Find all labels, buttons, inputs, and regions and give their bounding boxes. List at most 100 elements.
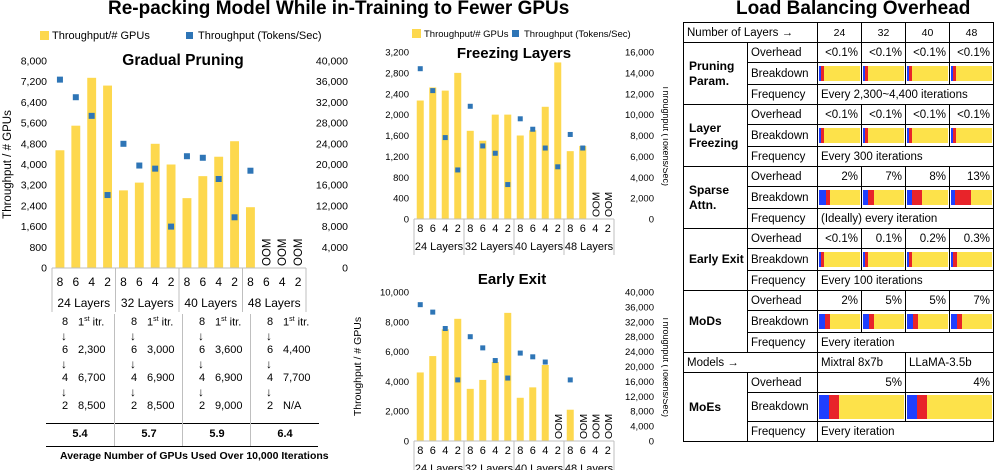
technique-name: Pruning Param. <box>683 42 748 105</box>
breakdown-bar <box>907 190 948 205</box>
left-title: Re-packing Model While in-Training to Fe… <box>108 0 570 19</box>
y-tick-label: 2,800 <box>385 68 409 79</box>
overhead-value: 4% <box>905 372 994 393</box>
breakdown-bar <box>951 66 992 81</box>
load-balancing-table: Number of Layers → 24 32 40 48 Pruning Param.… <box>683 22 994 442</box>
gpu-table-column: 8 1st itr. ↓ 6 4,400 ↓ 4 7,700 ↓ 2 N/A 6.4 <box>250 314 319 446</box>
oom-label: OOM <box>553 414 565 439</box>
data-point <box>199 154 206 161</box>
data-point <box>455 167 461 173</box>
bar <box>150 143 160 268</box>
breakdown-bar <box>819 128 860 143</box>
y2-tick-label: 4,000 <box>630 173 654 184</box>
overhead-value: 8% <box>905 166 950 187</box>
average-gpus: 6.4 <box>277 428 293 440</box>
breakdown-cell <box>905 310 950 333</box>
breakdown-cell <box>905 124 950 147</box>
breakdown-cell <box>861 62 906 85</box>
x-tick-label: 8 <box>184 275 191 289</box>
frequency-label: Frequency <box>747 332 818 353</box>
overhead-value: <0.1% <box>905 42 950 63</box>
freezing-layers-chart: Freezing Layers 0 400 800 1,200 1,600 2,000 2,4… <box>385 29 668 255</box>
x-tick-label: 8 <box>467 445 473 457</box>
x-tick-label: 8 <box>417 223 423 235</box>
breakdown-bar <box>819 395 904 419</box>
bar <box>466 388 474 441</box>
x-tick-label: 8 <box>247 275 254 289</box>
gpu-count: 6 <box>62 344 69 356</box>
breakdown-cell <box>905 62 950 85</box>
frequency-label: Frequency <box>747 146 818 167</box>
y-tick-label: 8,000 <box>21 56 47 68</box>
bar <box>566 409 574 441</box>
gpu-count: 8 <box>131 316 138 328</box>
bar <box>71 125 81 268</box>
down-arrow-icon: ↓ <box>130 329 136 343</box>
iteration-value: 6,900 <box>147 372 175 384</box>
breakdown-cell <box>949 248 994 271</box>
y2-tick-label: 6,000 <box>630 152 654 163</box>
y2-tick-label: 24,000 <box>625 347 654 358</box>
bar <box>479 379 487 441</box>
x-tick-label: 8 <box>567 223 573 235</box>
breakdown-bar <box>863 66 904 81</box>
layer-count-header: 24 <box>817 22 862 43</box>
data-point <box>567 131 573 137</box>
iteration-value: 6,700 <box>78 372 106 384</box>
y-tick-label: 10,000 <box>380 288 409 299</box>
iteration-value: 8,500 <box>147 400 175 412</box>
breakdown-bar <box>907 314 948 329</box>
frequency-value: Every 300 iterations <box>817 146 994 167</box>
x-tick-label: 4 <box>442 223 448 235</box>
y2-tick-label: 24,000 <box>316 138 348 150</box>
frequency-value: Every iteration <box>817 421 994 442</box>
x-tick-label: 2 <box>555 223 561 235</box>
x-tick-label: 8 <box>467 223 473 235</box>
legend-bar-label: Throughput/# GPUs <box>424 29 509 40</box>
breakdown-bar <box>819 314 860 329</box>
x-tick-label: 8 <box>120 275 127 289</box>
group-label: 24 Layers <box>57 296 110 310</box>
y2-tick-label: 4,000 <box>322 242 348 254</box>
overhead-value: <0.1% <box>949 42 994 63</box>
group-label: 48 Layers <box>565 463 614 470</box>
breakdown-label: Breakdown <box>747 392 818 422</box>
group-label: 48 Layers <box>248 296 301 310</box>
layer-count-header: 32 <box>861 22 906 43</box>
bar <box>579 145 587 219</box>
data-point <box>480 143 486 149</box>
data-point <box>417 66 423 72</box>
data-point <box>120 140 127 147</box>
x-tick-label: 4 <box>542 223 548 235</box>
y-tick-label: 800 <box>29 242 47 254</box>
breakdown-cell <box>861 186 906 209</box>
y2-tick-label: 20,000 <box>316 159 348 171</box>
down-arrow-icon: ↓ <box>266 329 272 343</box>
x-tick-label: 8 <box>417 445 423 457</box>
chart-title: Freezing Layers <box>457 45 571 62</box>
breakdown-cell <box>905 248 950 271</box>
x-tick-label: 2 <box>555 445 561 457</box>
gpu-table-column: 8 1st itr. ↓ 6 3,000 ↓ 4 6,900 ↓ 2 8,500 5.7 <box>114 314 183 446</box>
y2-tick-label: 12,000 <box>625 392 654 403</box>
overhead-value: 2% <box>817 290 862 311</box>
overhead-value: 5% <box>817 372 906 393</box>
technique-name: Sparse Attn. <box>683 166 748 229</box>
y-tick-label: 8,000 <box>385 317 409 328</box>
y-tick-label: 6,000 <box>385 347 409 358</box>
x-tick-label: 6 <box>430 445 436 457</box>
bar <box>491 362 499 441</box>
frequency-label: Frequency <box>747 270 818 291</box>
overhead-value: <0.1% <box>905 104 950 125</box>
gpu-table-column: 8 1st itr. ↓ 6 3,600 ↓ 4 6,900 ↓ 2 9,000 5.9 <box>182 314 251 446</box>
gpu-count: 8 <box>62 316 69 328</box>
breakdown-bar <box>907 395 992 419</box>
gpu-count: 8 <box>199 316 206 328</box>
overhead-value: 7% <box>949 290 994 311</box>
data-point <box>505 375 511 381</box>
breakdown-cell <box>949 124 994 147</box>
x-tick-label: 6 <box>480 445 486 457</box>
technique-name: MoEs <box>683 372 748 442</box>
bar <box>429 356 437 441</box>
y2-axis-label: Throughput (Tokens/Sec) <box>661 85 668 186</box>
